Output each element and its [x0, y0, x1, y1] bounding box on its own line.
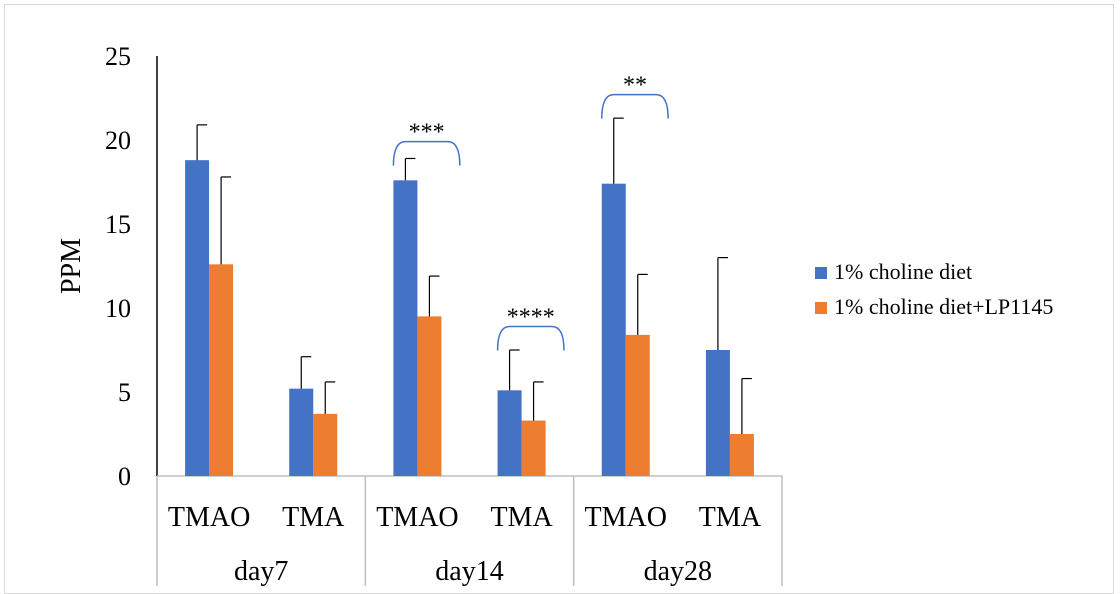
y-tick-label: 25: [105, 42, 131, 71]
category-label: TMAO: [585, 502, 667, 533]
legend-label: 1% choline diet+LP1145: [834, 294, 1053, 319]
significance-bracket: [601, 93, 669, 119]
bar: [209, 264, 234, 476]
y-tick-label: 15: [105, 210, 131, 239]
category-label: TMA: [490, 502, 553, 533]
bar: [313, 413, 338, 476]
bar: [417, 316, 442, 476]
group-label: day14: [435, 556, 503, 586]
group-label: day28: [644, 556, 712, 586]
legend-swatch: [815, 302, 827, 314]
bar: [625, 334, 650, 476]
bar: [185, 160, 210, 476]
legend-label: 1% choline diet: [834, 259, 972, 284]
y-tick-label: 20: [105, 126, 131, 155]
bar: [729, 434, 754, 476]
legend-swatch: [815, 267, 827, 279]
significance-label: **: [623, 73, 647, 99]
y-axis-title: PPM: [56, 238, 87, 294]
significance-label: ****: [507, 304, 555, 330]
significance-bracket: [392, 140, 461, 166]
group-label: day7: [234, 556, 288, 586]
significance-label: ***: [409, 120, 445, 146]
y-tick-label: 0: [118, 462, 131, 491]
bar: [289, 388, 314, 476]
category-label: TMAO: [376, 502, 458, 533]
bar: [521, 420, 546, 476]
bar: [705, 350, 730, 476]
category-label: TMA: [699, 502, 762, 533]
bar: [497, 390, 522, 476]
y-tick-label: 5: [118, 378, 131, 407]
category-label: TMA: [282, 502, 345, 533]
bar: [601, 183, 626, 476]
bar: [393, 180, 418, 476]
y-tick-label: 10: [105, 294, 131, 323]
category-label: TMAO: [168, 502, 250, 533]
significance-bracket: [496, 325, 565, 351]
